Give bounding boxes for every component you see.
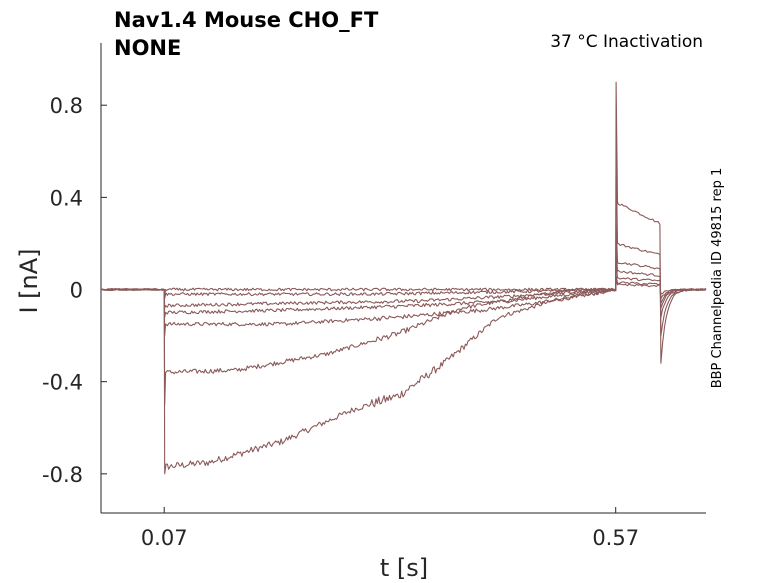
trace-7	[100, 279, 707, 295]
ticks: 0.8 0.4 0 -0.4 -0.8 0.07 0.57	[42, 94, 639, 550]
axes	[100, 43, 706, 514]
y-tick-label: 0	[70, 279, 83, 303]
condition-label: 37 °C Inactivation	[550, 32, 703, 52]
traces	[100, 81, 707, 475]
trace-3	[100, 219, 707, 337]
y-tick-label: -0.8	[42, 463, 83, 487]
chart-title-line1: Nav1.4 Mouse CHO_FT	[114, 8, 379, 32]
trace-6	[100, 275, 707, 300]
y-tick-label: 0.8	[50, 94, 83, 118]
x-tick-label: 0.57	[592, 526, 639, 550]
x-axis-label: t [s]	[380, 554, 428, 582]
y-axis-label: I [nA]	[15, 248, 43, 313]
x-tick-label: 0.07	[141, 526, 188, 550]
channelpedia-id-label: BBP Channelpedia ID 49815 rep 1	[710, 168, 725, 389]
y-tick-label: 0.4	[50, 186, 83, 210]
y-tick-label: -0.4	[42, 371, 83, 395]
chart-title-line2: NONE	[114, 36, 181, 60]
